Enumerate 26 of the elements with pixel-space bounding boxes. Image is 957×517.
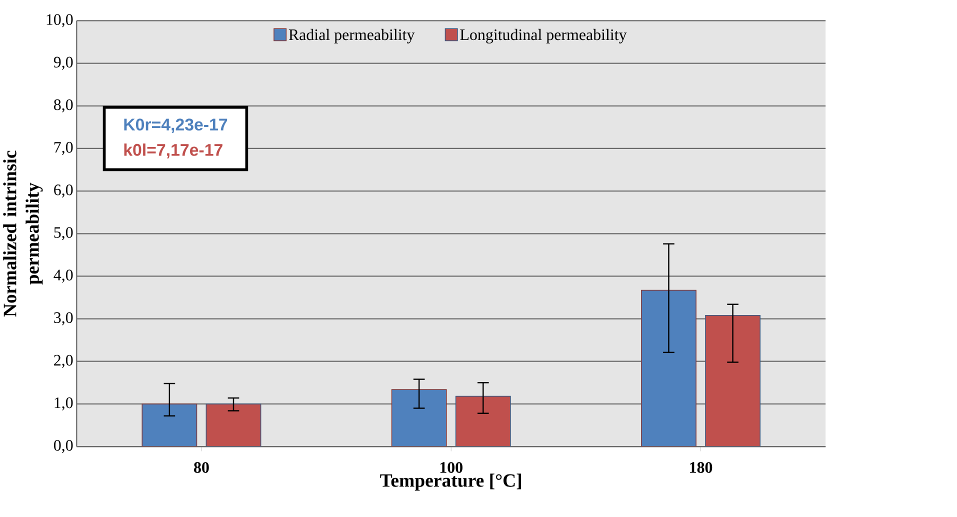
y-tick-label: 0,0 [54,440,73,453]
legend-label: Longitudinal permeability [460,28,627,44]
annotation: k0l=7,17e-17 [124,143,222,158]
annotation: K0r=4,23e-17 [124,118,228,133]
legend-label: Radial permeability [288,28,415,44]
y-tick-label: 9,0 [54,56,73,70]
x-tick-label: 80 [194,462,209,473]
y-tick-label: 2,0 [54,354,73,368]
x-axis-title: Temperature [°C] [380,474,521,491]
y-tick-label: 10,0 [46,14,73,28]
bar [705,314,760,446]
bar [206,403,262,446]
bar [455,396,511,446]
bar [391,389,447,446]
y-tick-label: 6,0 [54,184,73,198]
x-tick-label: 180 [690,462,712,473]
bar [142,403,198,446]
y-tick-label: 7,0 [54,142,73,155]
x-tick-label: 100 [440,462,462,473]
y-tick-label: 4,0 [54,270,73,283]
y-axis-title: Normalized intrinsic permeability [3,150,43,317]
y-tick-label: 8,0 [54,99,73,112]
y-tick-label: 5,0 [54,227,73,240]
y-tick-label: 3,0 [54,312,73,326]
bar [641,290,696,446]
y-tick-label: 1,0 [54,397,73,410]
